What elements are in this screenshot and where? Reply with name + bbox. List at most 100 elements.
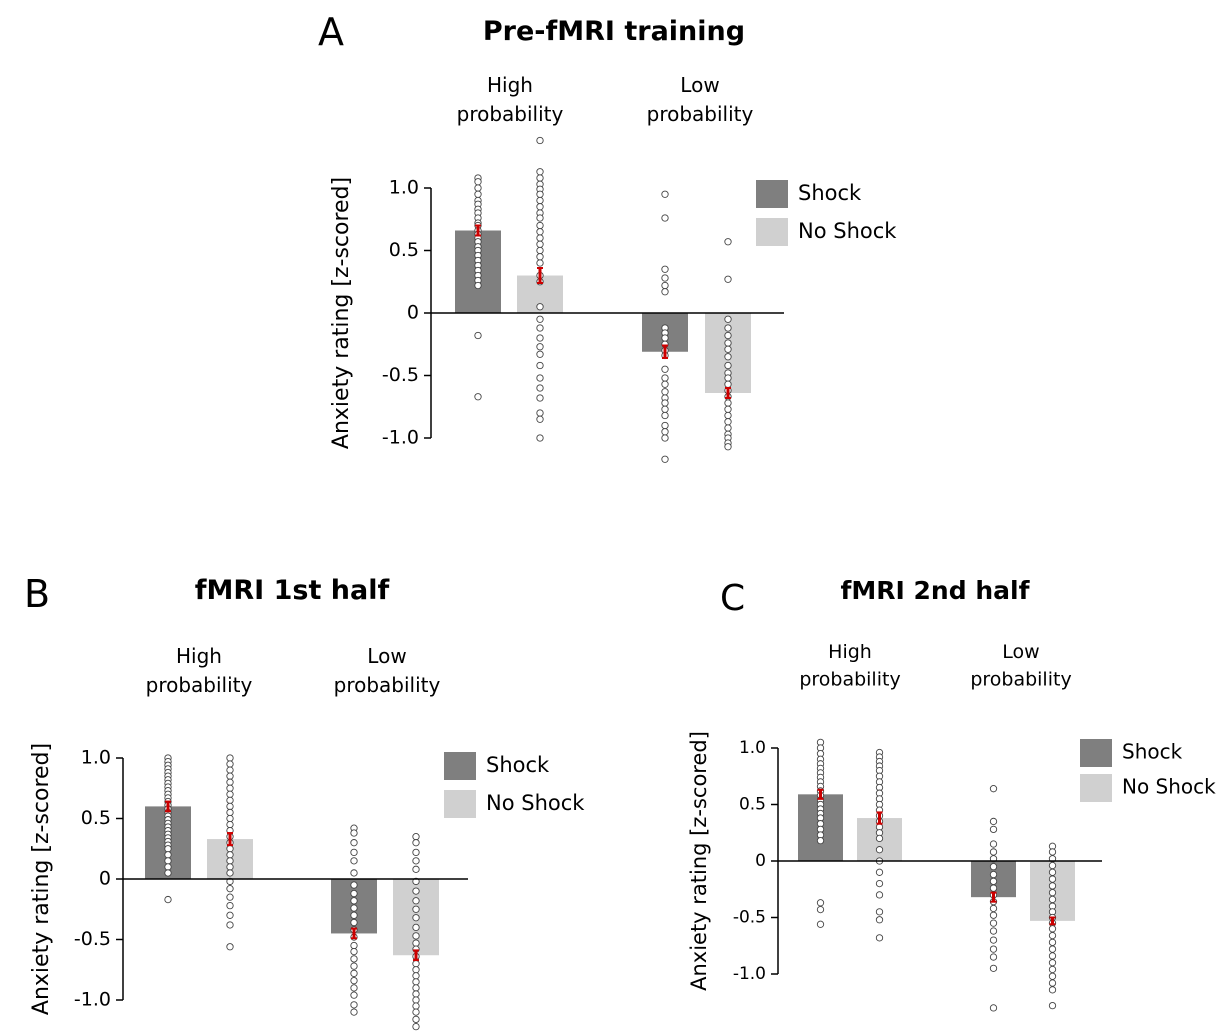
data-point [226,921,234,929]
data-point [350,848,358,857]
data-point [1048,1001,1057,1010]
data-point [226,802,234,811]
data-point [412,996,420,1004]
data-point [226,796,234,805]
data-point [350,897,358,905]
data-point [661,455,669,463]
legend-label: No Shock [486,791,585,815]
data-point [164,895,172,904]
group-label-line: probability [457,102,564,126]
data-point [412,960,420,968]
data-point [989,825,998,834]
data-point [350,839,358,847]
data-point [724,424,732,432]
data-point [989,848,998,856]
data-point [1048,925,1057,933]
data-point [536,350,544,358]
y-axis-label: Anxiety rating [z-scored] [29,743,54,1015]
data-point [661,265,669,273]
data-point [350,857,358,865]
legend-swatch [756,180,788,208]
group-label: High probability [799,641,900,691]
data-point [412,984,420,992]
data-point [1048,959,1057,967]
data-point [350,962,358,970]
data-point [226,869,234,877]
data-point [1048,965,1057,974]
data-point [724,238,732,246]
data-point [875,846,884,854]
data-point [661,274,669,282]
data-point [724,405,732,413]
y-tick-label: -0.5 [74,928,111,950]
data-point [1048,986,1057,994]
data-point [724,353,732,361]
data-point [875,868,884,876]
data-point [989,911,998,919]
data-point [474,331,482,340]
data-point [350,1008,358,1016]
data-point [661,334,669,342]
group-label-line: probability [647,102,754,126]
data-point [724,345,732,353]
data-point [412,839,420,847]
group-label: Low probability [647,73,754,126]
legend-swatch [1080,774,1112,802]
data-point [350,984,358,992]
data-point [536,246,544,255]
panel-letter: A [318,10,344,54]
group-label: High probability [146,644,253,697]
data-point [350,911,358,919]
data-point [164,857,172,865]
data-point [412,1022,420,1031]
data-point [350,969,358,978]
data-point [226,808,234,817]
data-point [875,934,884,942]
data-point [536,228,544,236]
data-point [226,851,234,859]
data-point [989,945,998,953]
data-point [875,908,884,916]
data-point [989,870,998,879]
y-tick-label: -1.0 [382,427,419,449]
data-point [350,829,358,837]
data-point [226,778,234,786]
data-point [474,393,482,401]
data-point [412,897,420,905]
data-point [724,443,732,451]
legend-swatch [1080,739,1112,767]
data-point [164,869,172,877]
panel-letter: B [24,572,50,616]
data-point [724,418,732,426]
data-point [1048,848,1057,856]
data-point [536,136,544,145]
y-tick-label: 0.5 [739,795,766,815]
group-label-line: High [176,644,222,668]
data-point [724,399,732,407]
data-point [1048,979,1057,987]
data-point [1048,945,1057,953]
group-label-line: probability [970,669,1071,691]
data-point [1048,888,1057,897]
data-point [412,972,420,980]
data-point [164,863,172,871]
data-point [412,848,420,857]
data-point [1048,895,1057,904]
data-point [536,374,544,382]
data-point [474,184,482,192]
data-point [226,814,234,823]
data-point [661,288,669,296]
data-point [536,343,544,351]
data-point [474,178,482,186]
data-point [724,374,732,382]
data-point [724,380,732,388]
data-point [350,947,358,956]
group-label-line: High [487,73,533,97]
data-point [536,174,544,182]
data-point [350,918,358,927]
data-point [350,869,358,877]
legend-swatch [444,752,476,780]
y-tick-label: 1.0 [739,738,766,758]
